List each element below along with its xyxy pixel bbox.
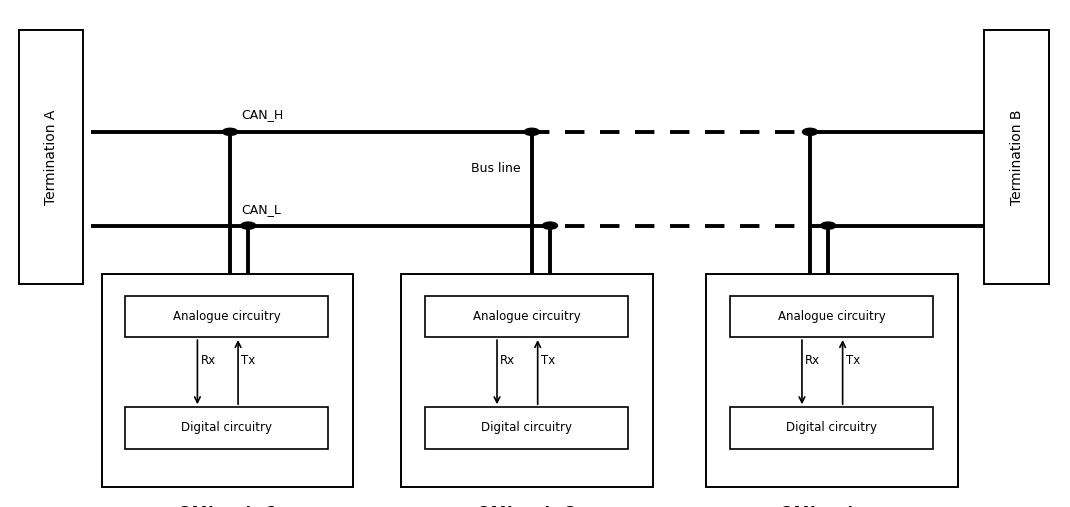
Text: Tx: Tx <box>846 354 860 367</box>
Bar <box>706 274 958 487</box>
Text: Analogue circuitry: Analogue circuitry <box>778 310 885 323</box>
Text: Termination A: Termination A <box>44 110 59 205</box>
Bar <box>730 407 933 449</box>
Text: Digital circuitry: Digital circuitry <box>181 421 273 434</box>
Bar <box>125 296 328 337</box>
Circle shape <box>524 128 539 135</box>
Bar <box>401 274 653 487</box>
Bar <box>102 274 353 487</box>
Text: Digital circuitry: Digital circuitry <box>785 421 877 434</box>
Circle shape <box>821 222 836 229</box>
Text: Tx: Tx <box>541 354 555 367</box>
Bar <box>125 407 328 449</box>
Text: CAN_L: CAN_L <box>241 203 280 216</box>
Circle shape <box>223 128 238 135</box>
Circle shape <box>802 128 817 135</box>
Text: CAN node 1: CAN node 1 <box>178 506 277 507</box>
Text: Analogue circuitry: Analogue circuitry <box>473 310 580 323</box>
Bar <box>425 407 628 449</box>
Text: CAN node 2: CAN node 2 <box>477 506 577 507</box>
Text: CAN node  n: CAN node n <box>780 506 884 507</box>
Circle shape <box>542 222 557 229</box>
Text: Tx: Tx <box>242 354 256 367</box>
Bar <box>984 30 1049 284</box>
Text: Analogue circuitry: Analogue circuitry <box>173 310 280 323</box>
Bar <box>425 296 628 337</box>
Text: CAN_H: CAN_H <box>241 107 282 121</box>
Text: Rx: Rx <box>201 354 216 367</box>
Text: Termination B: Termination B <box>1009 110 1024 205</box>
Bar <box>730 296 933 337</box>
Text: Bus line: Bus line <box>471 162 520 175</box>
Text: Rx: Rx <box>806 354 821 367</box>
Text: Rx: Rx <box>500 354 516 367</box>
Circle shape <box>241 222 256 229</box>
Text: Digital circuitry: Digital circuitry <box>480 421 572 434</box>
Bar <box>19 30 83 284</box>
